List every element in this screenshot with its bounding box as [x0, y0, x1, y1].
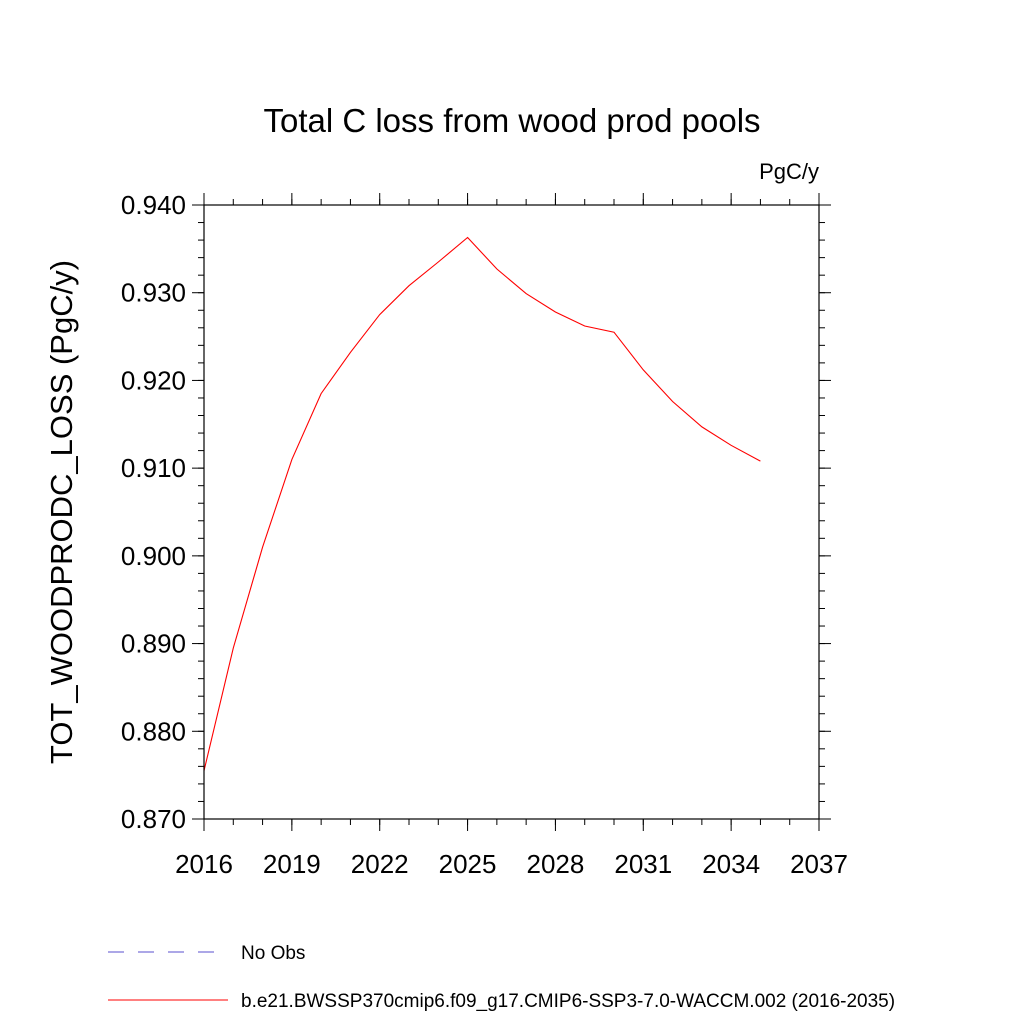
y-tick-label: 0.880: [121, 716, 186, 746]
series-line: [203, 236, 761, 771]
axis-tick-labels: 2016 2019 2022 2025 2028 2031 2034 2037 0.870 0.8…: [121, 190, 848, 879]
x-tick-label: 2037: [790, 849, 848, 879]
x-tick-label: 2028: [527, 849, 585, 879]
y-tick-label: 0.890: [121, 629, 186, 659]
plot-frame: [203, 204, 820, 820]
units-label: PgC/y: [759, 159, 819, 184]
y-tick-label: 0.910: [121, 453, 186, 483]
series-layer: [203, 236, 761, 771]
y-tick-label: 0.930: [121, 278, 186, 308]
x-tick-label: 2031: [614, 849, 672, 879]
y-tick-label: 0.900: [121, 541, 186, 571]
x-tick-label: 2034: [702, 849, 760, 879]
legend-label: No Obs: [241, 943, 305, 964]
legend-label: b.e21.BWSSP370cmip6.f09_g17.CMIP6-SSP3-7…: [241, 991, 895, 1012]
y-tick-label: 0.940: [121, 190, 186, 220]
x-tick-label: 2022: [351, 849, 409, 879]
y-axis-label: TOT_WOODPRODC_LOSS (PgC/y): [44, 260, 79, 764]
axis-ticks: [192, 193, 831, 831]
legend: No Obs b.e21.BWSSP370cmip6.f09_g17.CMIP6-…: [108, 943, 895, 1012]
x-tick-label: 2019: [263, 849, 321, 879]
y-tick-label: 0.920: [121, 365, 186, 395]
y-tick-label: 0.870: [121, 804, 186, 834]
x-tick-label: 2025: [439, 849, 497, 879]
chart-title: Total C loss from wood prod pools: [263, 102, 760, 139]
x-tick-label: 2016: [175, 849, 233, 879]
